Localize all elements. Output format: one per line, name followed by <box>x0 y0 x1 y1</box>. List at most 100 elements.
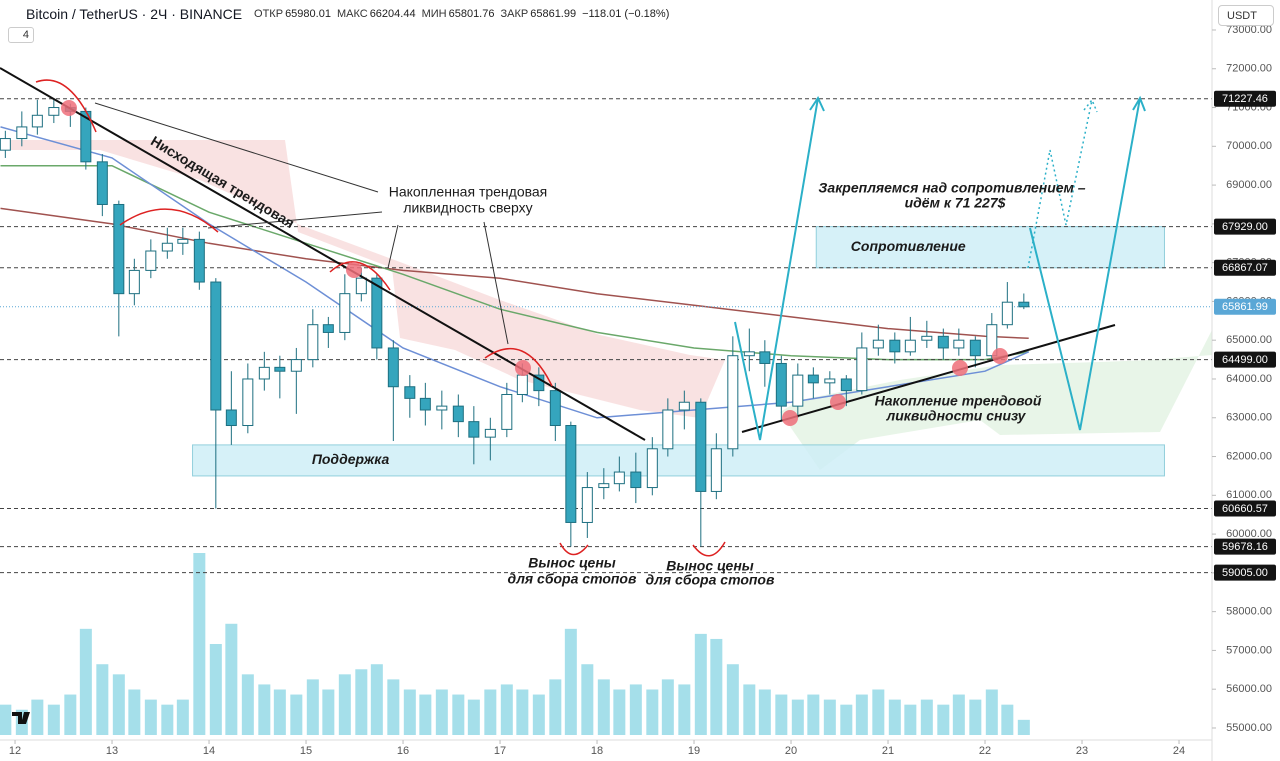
zone <box>192 444 1165 477</box>
annotation: ликвидности снизу <box>886 408 1027 424</box>
candle-body <box>404 386 416 399</box>
header: Bitcoin / TetherUS · 2Ч · BINANCE ОТКР 65… <box>0 0 669 28</box>
candle-body <box>501 393 513 430</box>
candle-body <box>1018 301 1030 308</box>
annotation: Накопление трендовой <box>875 393 1042 409</box>
candle-body <box>824 378 836 384</box>
trend-line <box>741 324 1116 433</box>
volume-bar <box>322 689 335 735</box>
candle-body <box>177 238 189 244</box>
candle-body <box>355 277 367 295</box>
candle-body <box>775 362 787 407</box>
candle-body <box>419 397 431 411</box>
volume-bar <box>646 689 659 735</box>
candle-body <box>710 448 722 492</box>
volume-bar <box>694 633 707 735</box>
volume-bar <box>661 679 674 735</box>
candle-body <box>16 126 28 140</box>
candle-body <box>128 269 140 295</box>
volume-bar <box>452 694 465 735</box>
level-label: 67929.00 <box>1222 221 1268 233</box>
volume-bar <box>403 689 416 735</box>
x-tick-label: 21 <box>882 745 894 757</box>
volume-bar <box>743 684 756 735</box>
candle-body <box>484 428 496 438</box>
volume-bar <box>985 689 998 735</box>
volume-bar <box>290 694 303 735</box>
current-price-tag <box>1214 298 1276 315</box>
candle-body <box>872 339 884 349</box>
y-tick-label: 65000.00 <box>1226 334 1272 346</box>
annotation: идём к 71 227$ <box>905 195 1006 211</box>
y-tick-label: 57000.00 <box>1226 644 1272 656</box>
candle-body <box>904 339 916 353</box>
volume-bar <box>128 689 141 735</box>
volume-bar <box>952 694 965 735</box>
y-tick-label: 72000.00 <box>1226 63 1272 75</box>
highlight-arc <box>35 79 726 557</box>
volume-bar <box>193 553 206 735</box>
y-tick-label: 70000.00 <box>1226 140 1272 152</box>
zone-label: Сопротивление <box>851 238 966 254</box>
candle-body <box>0 138 11 151</box>
field-value: 65980.01 <box>285 8 331 20</box>
cloud <box>0 140 725 418</box>
indicator-toggle[interactable]: 4 <box>8 27 34 43</box>
current-price-label: 65861.99 <box>1222 301 1268 313</box>
volume-bar <box>64 694 77 735</box>
x-tick-label: 12 <box>9 745 21 757</box>
volume-bar <box>176 699 189 735</box>
volume-bar <box>79 628 92 735</box>
level-tag <box>1214 90 1276 107</box>
annotation: Вынос цены <box>528 555 616 571</box>
candle-body <box>533 374 545 392</box>
level-tag <box>1214 564 1276 581</box>
y-tick-label: 63000.00 <box>1226 412 1272 424</box>
volume-bar <box>613 689 626 735</box>
x-tick-label: 22 <box>979 745 991 757</box>
candle-body <box>339 293 351 333</box>
candle-body <box>565 425 577 523</box>
volume-bar <box>435 689 448 735</box>
x-tick-label: 14 <box>203 745 215 757</box>
x-tick-label: 13 <box>106 745 118 757</box>
annotation: для сбора стопов <box>646 572 775 588</box>
candle-body <box>258 366 270 380</box>
candle-body <box>161 242 173 252</box>
candle-body <box>969 339 981 357</box>
volume-bar <box>306 679 319 735</box>
candle-body <box>840 378 852 392</box>
level-label: 64499.00 <box>1222 354 1268 366</box>
candle-body <box>807 374 819 384</box>
candle-body <box>727 355 739 450</box>
y-tick-label: 58000.00 <box>1226 606 1272 618</box>
volume-bar <box>791 699 804 735</box>
candle-body <box>145 250 157 271</box>
candle-body <box>1001 301 1013 326</box>
candle-body <box>937 335 949 349</box>
candle-body <box>193 238 205 283</box>
volume-bar <box>1017 719 1030 735</box>
level-label: 71227.46 <box>1222 93 1268 105</box>
volume-bar <box>370 664 383 735</box>
currency-button[interactable]: USDT <box>1218 5 1274 26</box>
candle-body <box>986 324 998 357</box>
candle-body <box>31 114 43 128</box>
candle-body <box>581 487 593 523</box>
candle-body <box>516 374 528 395</box>
volume-bar <box>484 689 497 735</box>
candle-body <box>630 471 642 489</box>
candle-body <box>371 277 383 349</box>
field-label: МАКС <box>336 8 368 20</box>
candle-body <box>322 324 334 333</box>
volume-bar <box>823 699 836 735</box>
candle-body <box>613 471 625 485</box>
annotation: Закрепляемся над сопротивлением – <box>818 180 1085 196</box>
volume-bar <box>726 664 739 735</box>
pointer <box>94 102 509 345</box>
candle-body <box>210 281 222 411</box>
moving-average <box>0 207 1029 340</box>
candle-body <box>274 366 286 372</box>
